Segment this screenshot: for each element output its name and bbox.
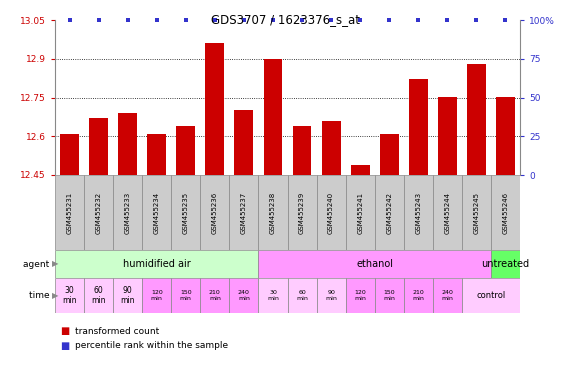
Text: 210
min: 210 min xyxy=(412,290,424,301)
Bar xyxy=(259,278,288,313)
Text: control: control xyxy=(476,291,505,300)
Text: GSM455245: GSM455245 xyxy=(473,192,480,233)
Bar xyxy=(235,111,254,175)
Bar xyxy=(55,175,84,250)
Bar xyxy=(316,278,345,313)
Bar xyxy=(171,175,200,250)
Text: 120
min: 120 min xyxy=(151,290,163,301)
Text: untreated: untreated xyxy=(481,259,529,269)
Bar xyxy=(84,175,113,250)
Bar xyxy=(321,121,340,175)
Bar xyxy=(380,134,399,175)
Bar xyxy=(230,278,259,313)
Text: GSM455235: GSM455235 xyxy=(183,192,189,233)
Text: agent: agent xyxy=(23,260,52,268)
Text: percentile rank within the sample: percentile rank within the sample xyxy=(75,341,228,351)
Text: GSM455244: GSM455244 xyxy=(444,192,451,233)
Bar xyxy=(375,278,404,313)
Text: 210
min: 210 min xyxy=(209,290,221,301)
Text: humidified air: humidified air xyxy=(123,259,191,269)
Bar xyxy=(351,165,369,175)
Text: 90
min: 90 min xyxy=(120,286,135,305)
Text: GSM455237: GSM455237 xyxy=(241,191,247,233)
Bar xyxy=(230,175,259,250)
Bar xyxy=(491,175,520,250)
Bar xyxy=(200,175,230,250)
Bar xyxy=(404,175,433,250)
Bar xyxy=(259,250,491,278)
Text: ▶: ▶ xyxy=(52,291,59,300)
Bar xyxy=(288,278,316,313)
Text: GSM455239: GSM455239 xyxy=(299,191,305,233)
Bar xyxy=(264,59,283,175)
Bar xyxy=(60,134,79,175)
Text: 30
min: 30 min xyxy=(62,286,77,305)
Text: time: time xyxy=(29,291,52,300)
Text: ethanol: ethanol xyxy=(356,259,393,269)
Bar xyxy=(113,175,142,250)
Bar xyxy=(462,175,491,250)
Bar xyxy=(118,113,137,175)
Text: 120
min: 120 min xyxy=(354,290,366,301)
Text: ■: ■ xyxy=(61,341,73,351)
Text: transformed count: transformed count xyxy=(75,326,159,336)
Text: GSM455242: GSM455242 xyxy=(386,192,392,233)
Bar xyxy=(462,278,520,313)
Bar xyxy=(142,278,171,313)
Bar xyxy=(176,126,195,175)
Text: 60
min: 60 min xyxy=(91,286,106,305)
Text: ▶: ▶ xyxy=(52,260,59,268)
Text: 240
min: 240 min xyxy=(238,290,250,301)
Bar xyxy=(171,278,200,313)
Bar xyxy=(409,79,428,175)
Text: GSM455233: GSM455233 xyxy=(124,191,131,233)
Bar xyxy=(55,250,259,278)
Bar xyxy=(259,175,288,250)
Text: GSM455243: GSM455243 xyxy=(415,192,421,233)
Text: 90
min: 90 min xyxy=(325,290,337,301)
Text: GSM455236: GSM455236 xyxy=(212,191,218,233)
Bar xyxy=(316,175,345,250)
Bar xyxy=(200,278,230,313)
Bar xyxy=(404,278,433,313)
Text: GSM455232: GSM455232 xyxy=(95,192,102,233)
Bar xyxy=(292,126,311,175)
Bar xyxy=(206,43,224,175)
Text: GSM455231: GSM455231 xyxy=(67,191,73,233)
Text: GSM455246: GSM455246 xyxy=(502,192,508,233)
Text: 30
min: 30 min xyxy=(267,290,279,301)
Bar xyxy=(438,98,457,175)
Bar xyxy=(345,278,375,313)
Bar xyxy=(433,278,462,313)
Text: 240
min: 240 min xyxy=(441,290,453,301)
Text: GSM455240: GSM455240 xyxy=(328,192,334,233)
Bar xyxy=(84,278,113,313)
Bar xyxy=(496,98,515,175)
Bar xyxy=(147,134,166,175)
Bar xyxy=(433,175,462,250)
Bar xyxy=(113,278,142,313)
Bar xyxy=(89,118,108,175)
Bar xyxy=(288,175,316,250)
Bar xyxy=(375,175,404,250)
Bar xyxy=(467,64,486,175)
Bar xyxy=(345,175,375,250)
Bar xyxy=(142,175,171,250)
Text: GSM455234: GSM455234 xyxy=(154,192,160,233)
Text: 150
min: 150 min xyxy=(180,290,192,301)
Text: GSM455238: GSM455238 xyxy=(270,191,276,233)
Bar xyxy=(491,250,520,278)
Text: 150
min: 150 min xyxy=(383,290,395,301)
Bar xyxy=(55,278,84,313)
Text: 60
min: 60 min xyxy=(296,290,308,301)
Text: GDS3707 / 1623376_s_at: GDS3707 / 1623376_s_at xyxy=(211,13,360,26)
Text: GSM455241: GSM455241 xyxy=(357,192,363,233)
Text: ■: ■ xyxy=(61,326,73,336)
